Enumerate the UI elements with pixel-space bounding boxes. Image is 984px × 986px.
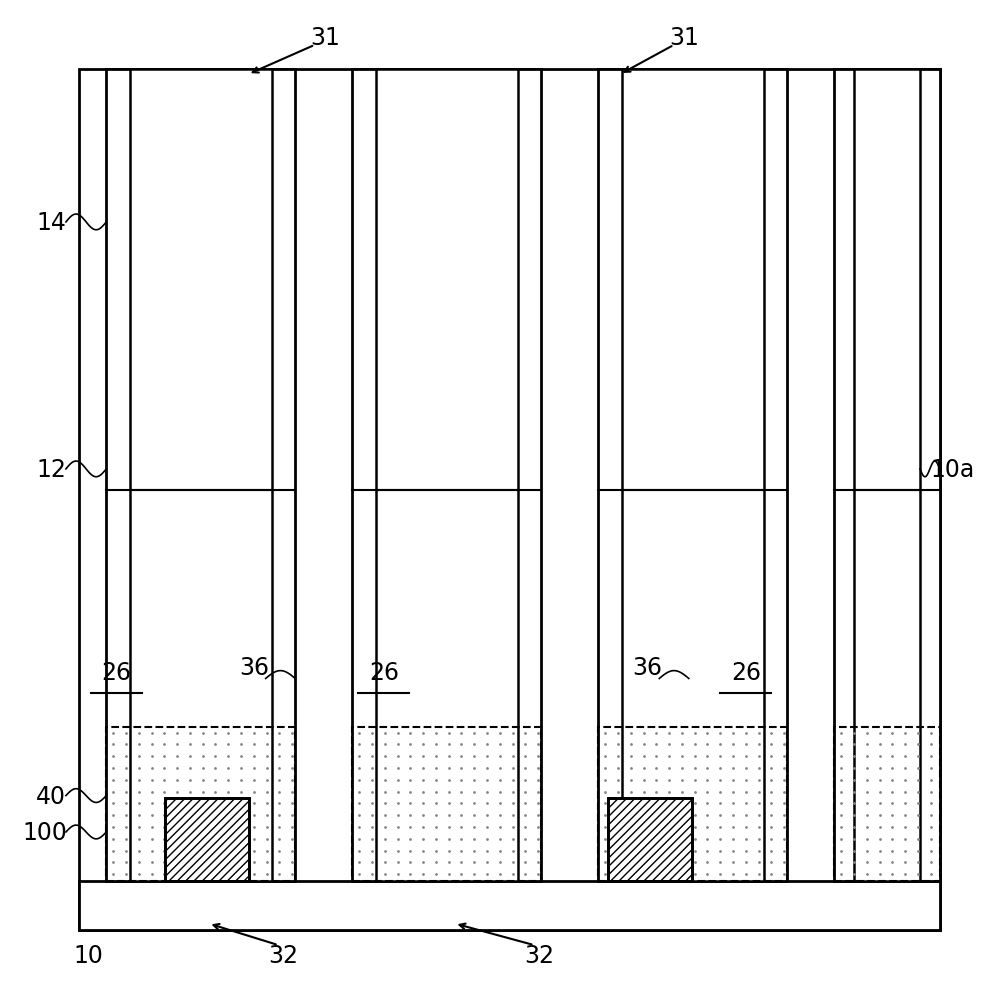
Bar bbox=[598, 70, 787, 881]
Bar bbox=[106, 727, 295, 881]
Bar bbox=[622, 70, 764, 881]
Bar bbox=[130, 70, 272, 881]
Bar bbox=[106, 70, 295, 881]
Text: 12: 12 bbox=[36, 458, 66, 481]
Bar bbox=[165, 798, 249, 881]
Bar bbox=[834, 727, 940, 881]
Text: 26: 26 bbox=[731, 660, 761, 684]
Text: 31: 31 bbox=[310, 26, 339, 50]
Text: 32: 32 bbox=[524, 943, 554, 967]
Bar bbox=[376, 70, 518, 881]
Text: 36: 36 bbox=[633, 655, 662, 679]
Text: 26: 26 bbox=[101, 660, 131, 684]
Text: 26: 26 bbox=[369, 660, 399, 684]
Text: 10a: 10a bbox=[931, 458, 974, 481]
Text: 36: 36 bbox=[239, 655, 269, 679]
Text: 14: 14 bbox=[36, 211, 66, 235]
Bar bbox=[352, 727, 541, 881]
Bar bbox=[608, 798, 692, 881]
Bar bbox=[165, 798, 249, 881]
Text: 31: 31 bbox=[669, 26, 699, 50]
Bar bbox=[598, 727, 787, 881]
Bar bbox=[854, 70, 920, 881]
Text: 40: 40 bbox=[36, 784, 66, 808]
Bar bbox=[352, 70, 541, 881]
Bar bbox=[79, 70, 940, 931]
Text: 32: 32 bbox=[269, 943, 298, 967]
Text: 10: 10 bbox=[74, 943, 103, 967]
Bar bbox=[834, 70, 940, 881]
Bar bbox=[608, 798, 692, 881]
Bar bbox=[79, 881, 940, 931]
Text: 100: 100 bbox=[23, 820, 68, 844]
